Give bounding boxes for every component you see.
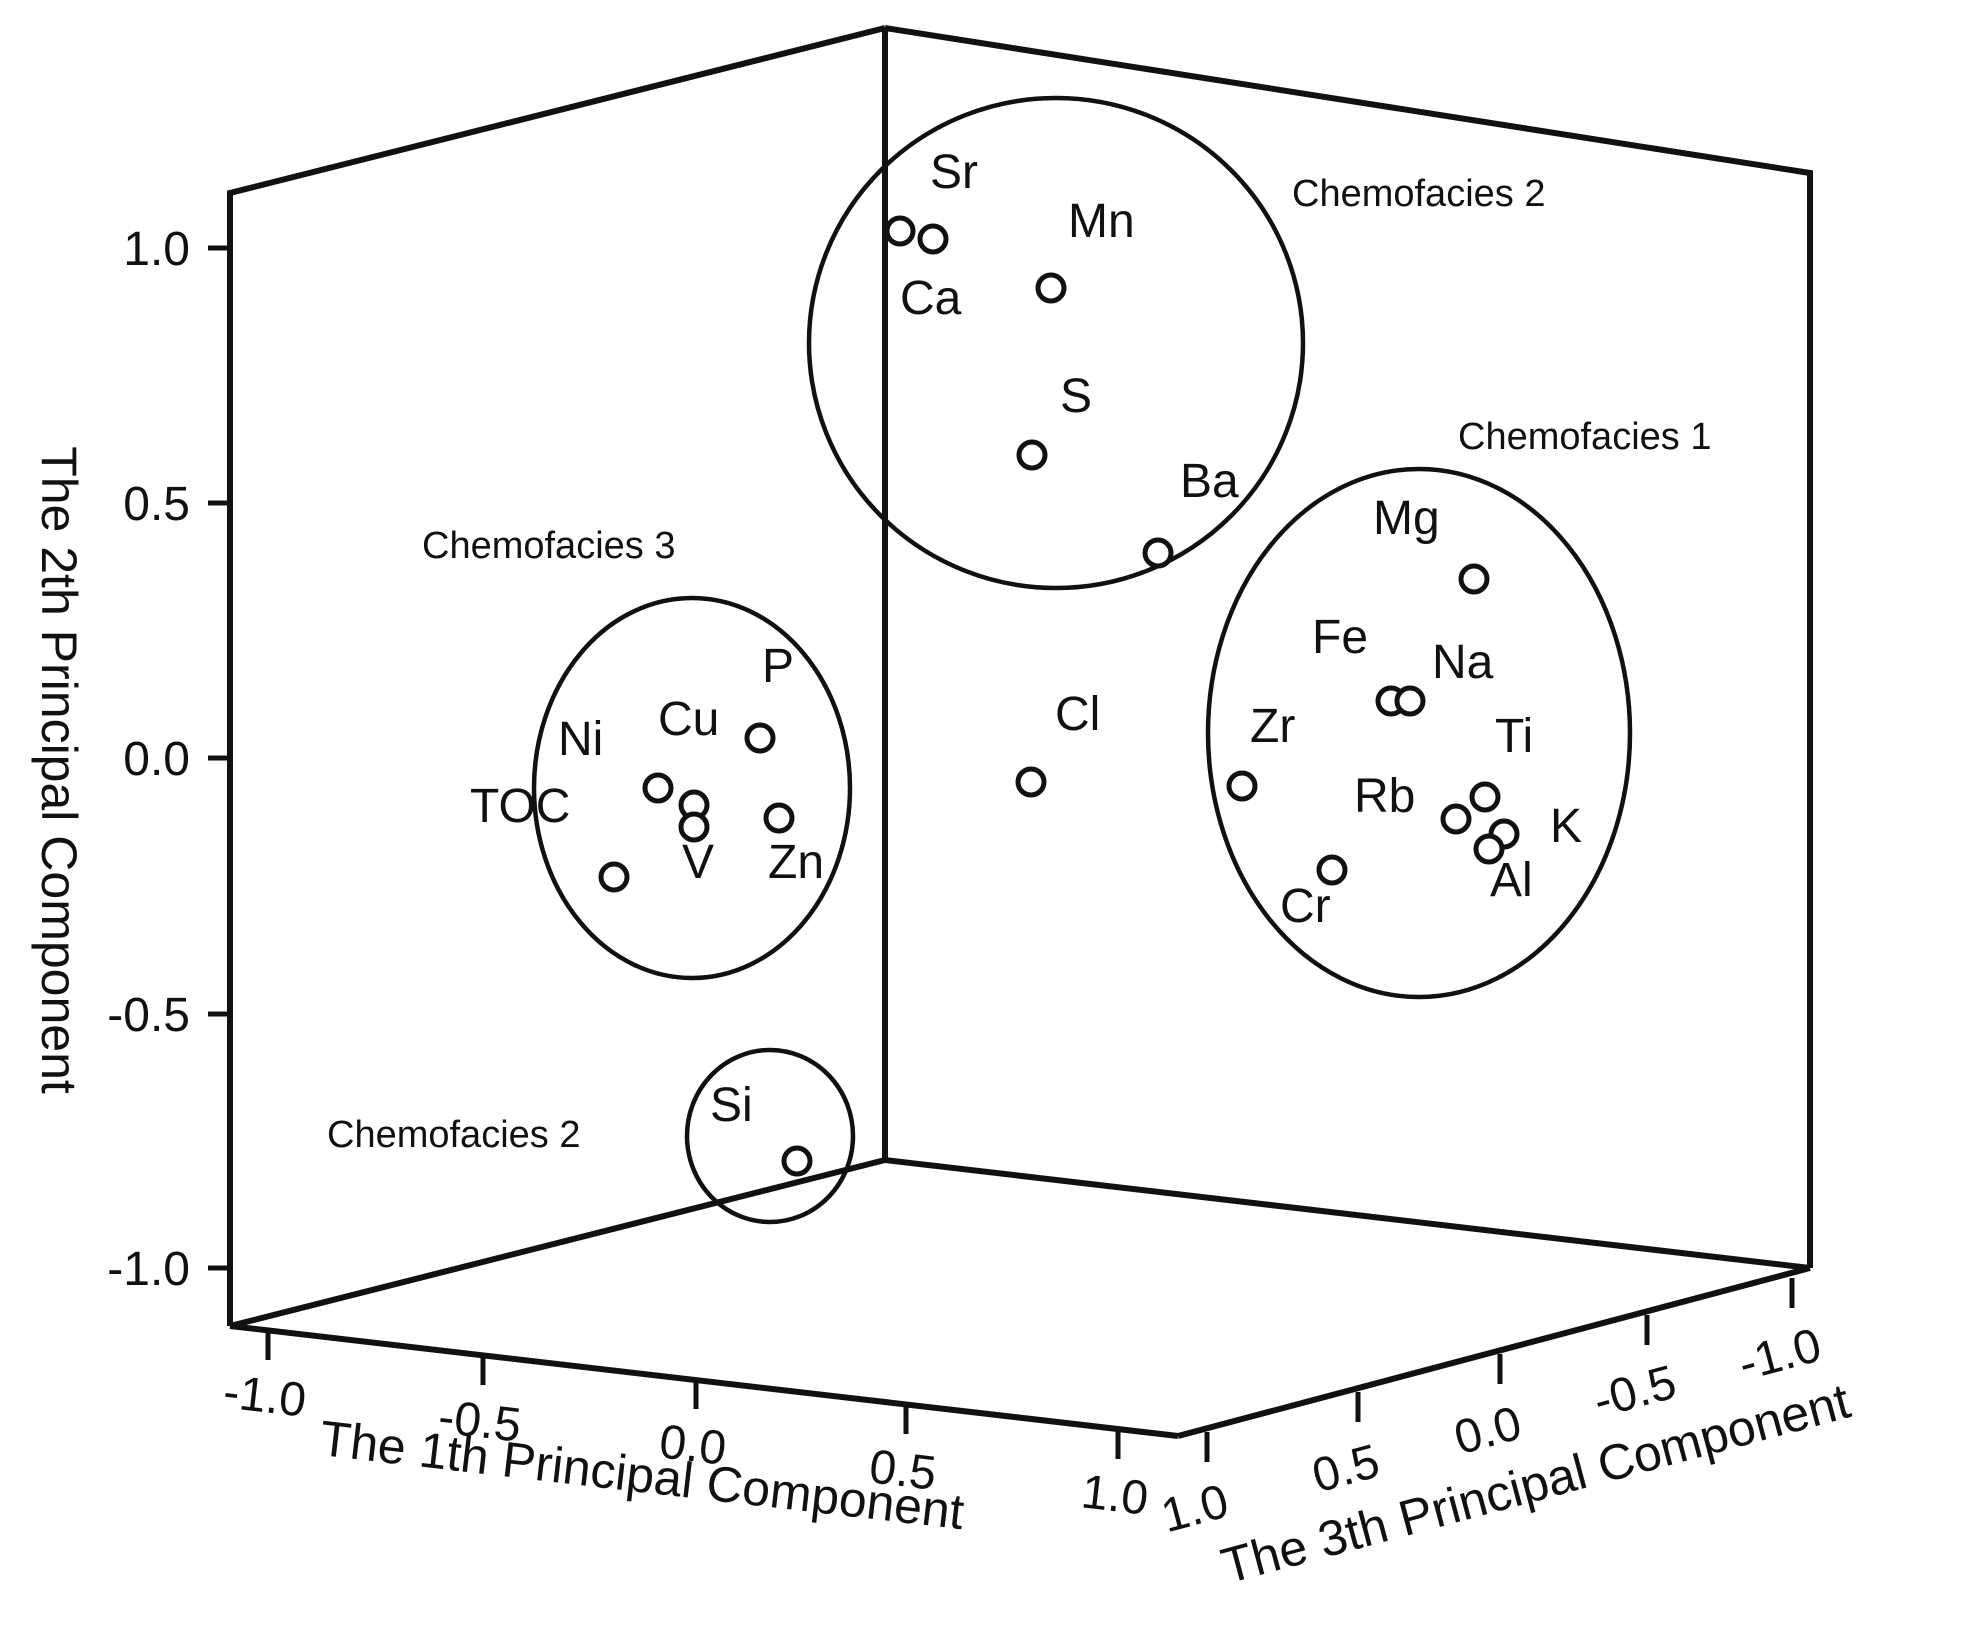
box-frame	[227, 25, 1813, 1439]
point-label-cr: Cr	[1280, 880, 1331, 933]
point-label-rb: Rb	[1354, 770, 1415, 823]
point-label-cu: Cu	[658, 693, 719, 746]
floor-left-edge	[229, 1157, 886, 1329]
group-label-chemofacies-2: Chemofacies 2	[1292, 173, 1545, 215]
point-ti	[1469, 781, 1501, 813]
point-cl	[1015, 766, 1047, 798]
z-tick-label: 0.5	[1307, 1435, 1385, 1503]
x-tick-label: -1.0	[221, 1366, 309, 1428]
point-ni	[642, 772, 674, 804]
point-label-si: Si	[710, 1079, 753, 1132]
point-label-s: S	[1060, 370, 1092, 423]
point-label-k: K	[1550, 800, 1582, 853]
point-label-fe: Fe	[1312, 611, 1368, 664]
group-ellipse-chemofacies-2	[684, 1047, 856, 1225]
point-rb	[1440, 803, 1472, 835]
group-label-chemofacies-1: Chemofacies 1	[1458, 416, 1711, 458]
z-tick-label: 1.0	[1156, 1475, 1234, 1543]
y-tick-label: -0.5	[107, 989, 190, 1042]
floor-right-edge	[884, 1157, 1811, 1271]
point-label-sr: Sr	[930, 146, 978, 199]
x-axis-line	[229, 1323, 1179, 1439]
point-mn	[1035, 272, 1067, 304]
point-v	[678, 811, 710, 843]
point-ca	[884, 215, 916, 247]
point-label-ba: Ba	[1180, 455, 1239, 508]
x-tick-label: 1.0	[1079, 1465, 1151, 1525]
point-cr	[1316, 854, 1348, 886]
back-left-wall	[227, 25, 886, 1326]
point-label-p: P	[762, 640, 794, 693]
point-label-toc: TOC	[470, 780, 570, 833]
x-axis-title: The 1th Principal Component	[317, 1410, 967, 1540]
point-label-na: Na	[1432, 636, 1494, 689]
point-ba	[1142, 537, 1174, 569]
point-zn	[763, 802, 795, 834]
point-na	[1394, 685, 1426, 717]
x-tick-label: 0.5	[867, 1440, 939, 1500]
point-si	[781, 1145, 813, 1177]
point-label-mn: Mn	[1068, 195, 1135, 248]
z-tick-label: -0.5	[1588, 1356, 1682, 1429]
point-label-cl: Cl	[1055, 688, 1100, 741]
z-axis-title: The 3th Principal Component	[1216, 1373, 1856, 1595]
point-label-ca: Ca	[900, 272, 962, 325]
chemofacies-groups: Chemofacies 2 Chemofacies 1 Chemofacies 3 C…	[327, 95, 1711, 1225]
back-right-wall	[884, 25, 1813, 1268]
point-label-mg: Mg	[1373, 492, 1440, 545]
point-toc	[598, 861, 630, 893]
point-al	[1473, 833, 1505, 865]
z-axis-line	[1177, 1265, 1811, 1439]
point-p	[744, 722, 776, 754]
point-mg	[1458, 563, 1490, 595]
group-label-chemofacies-2: Chemofacies 2	[327, 1114, 580, 1156]
y-tick-label: -1.0	[107, 1243, 190, 1296]
y-tick-label: 0.5	[123, 478, 190, 531]
group-ellipse-chemofacies-3	[531, 595, 853, 981]
group-label-chemofacies-3: Chemofacies 3	[422, 525, 675, 567]
point-label-v: V	[682, 836, 714, 889]
axis-ticks: 1.00.50.0-0.5-1.0-1.0 -0.5 0.0 0.5 1.0 1.00.5…	[107, 223, 1827, 1543]
x-tick-label: -0.5	[436, 1391, 524, 1453]
point-label-al: Al	[1490, 854, 1533, 907]
z-tick-label: 0.0	[1449, 1397, 1527, 1465]
group-ellipse-chemofacies-1	[1205, 466, 1633, 1000]
y-tick-label: 1.0	[123, 223, 190, 276]
group-ellipse-chemofacies-2	[806, 95, 1306, 591]
point-label-ti: Ti	[1495, 710, 1533, 763]
point-label-ni: Ni	[558, 713, 603, 766]
y-axis-title: The 2th Principal Component	[31, 446, 87, 1094]
point-label-zn: Zn	[768, 836, 824, 889]
y-tick-label: 0.0	[123, 733, 190, 786]
point-sr	[917, 223, 949, 255]
point-label-zr: Zr	[1250, 700, 1295, 753]
point-s	[1016, 439, 1048, 471]
x-tick-label: 0.0	[657, 1415, 729, 1475]
axis-titles: The 1th Principal Component The 2th Princ…	[31, 446, 1856, 1594]
point-zr	[1226, 770, 1258, 802]
data-points: Sr Ca Mn S Ba Cl Mg Fe Na Zr Ti Rb K Al Cr P Cu Ni TOC V Zn S…	[470, 146, 1582, 1177]
